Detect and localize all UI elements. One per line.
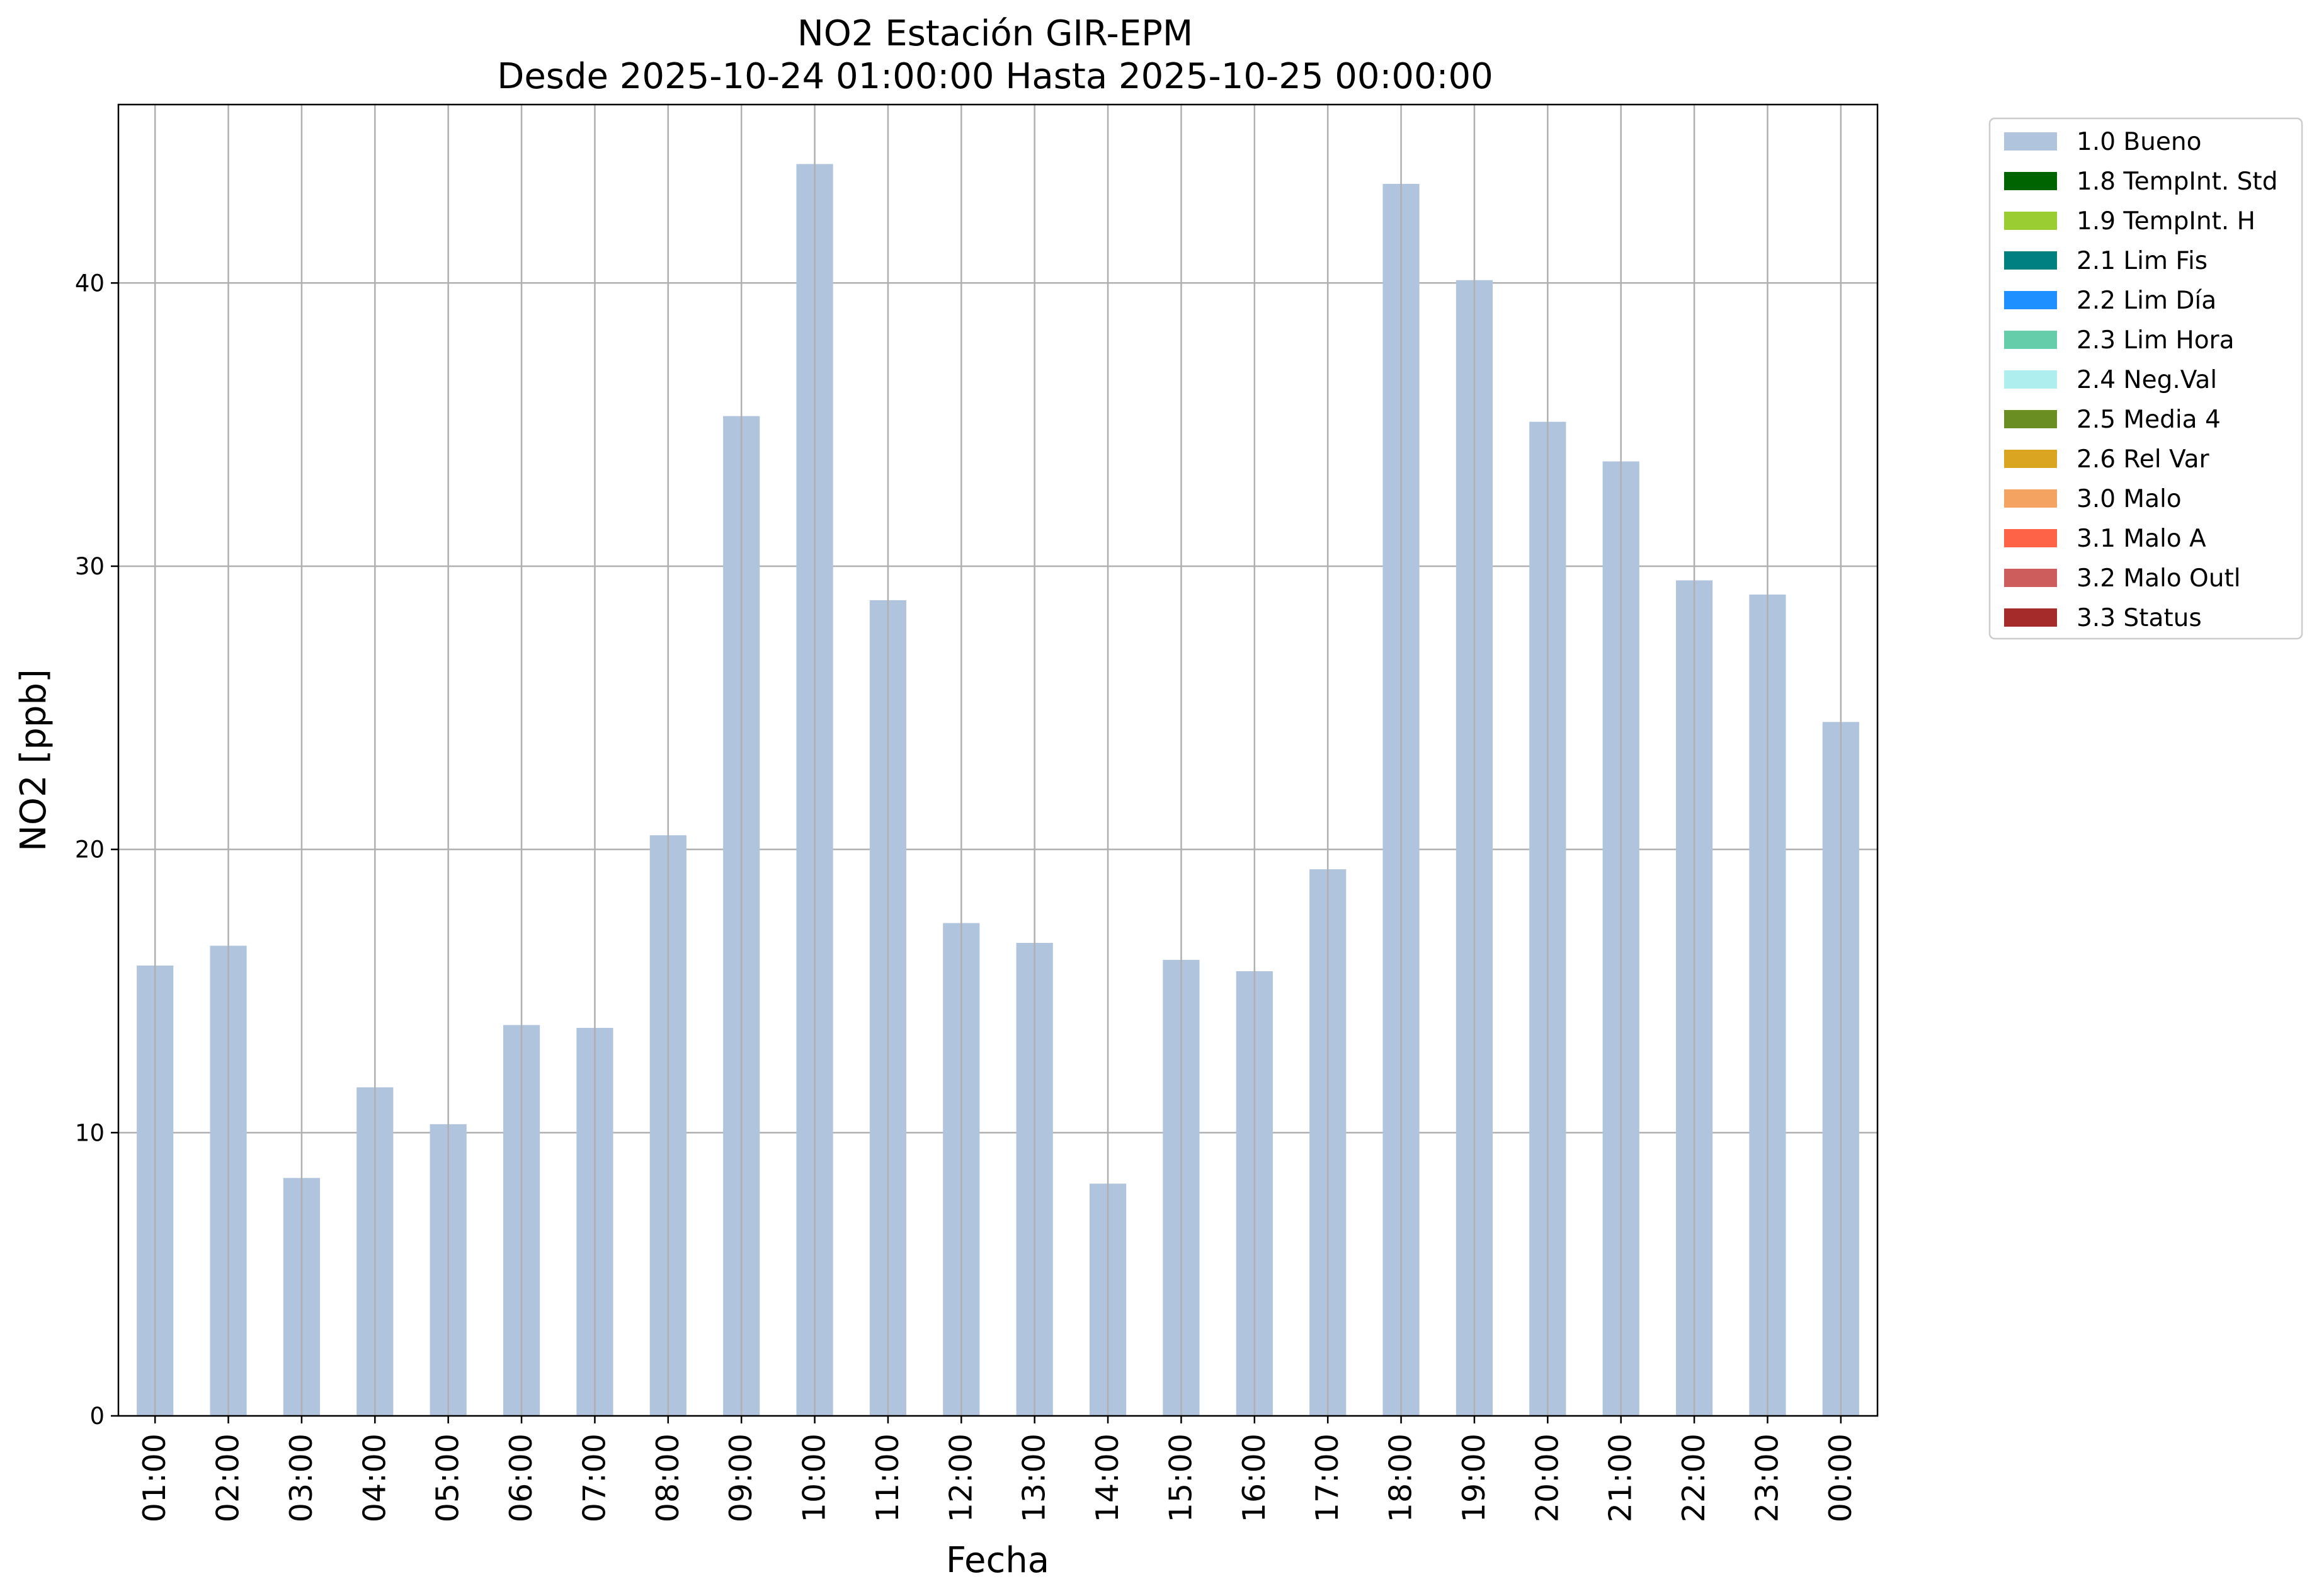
x-tick-label: 10:00 xyxy=(797,1434,833,1522)
x-tick-label: 18:00 xyxy=(1383,1434,1419,1522)
x-tick-label: 06:00 xyxy=(503,1434,539,1522)
legend-swatch xyxy=(2004,291,2057,309)
legend-swatch xyxy=(2004,132,2057,151)
x-tick-label: 15:00 xyxy=(1163,1434,1199,1522)
x-grid-lines xyxy=(154,105,1842,1416)
legend-label: 1.0 Bueno xyxy=(2077,128,2201,156)
y-axis-ticks: 0 10 20 30 40 xyxy=(75,270,118,1430)
x-tick-label: 14:00 xyxy=(1090,1434,1125,1522)
legend-swatch xyxy=(2004,212,2057,230)
x-tick-label: 04:00 xyxy=(356,1434,392,1522)
legend-label: 2.3 Lim Hora xyxy=(2077,326,2235,355)
y-tick-label: 40 xyxy=(75,270,105,297)
legend-label: 2.6 Rel Var xyxy=(2077,445,2210,474)
legend-label: 2.1 Lim Fis xyxy=(2077,247,2208,275)
y-tick-label: 30 xyxy=(75,553,105,580)
legend-label: 1.9 TempInt. H xyxy=(2077,207,2255,236)
x-tick-label: 05:00 xyxy=(430,1434,466,1522)
x-tick-label: 12:00 xyxy=(943,1434,979,1522)
legend-swatch xyxy=(2004,172,2057,190)
y-axis-label: NO2 [ppb] xyxy=(13,669,54,852)
legend-swatch xyxy=(2004,450,2057,468)
legend-entries: 1.0 Bueno 1.8 TempInt. Std 1.9 TempInt. H 2… xyxy=(2004,128,2277,632)
x-tick-label: 17:00 xyxy=(1309,1434,1345,1522)
chart-title: NO2 Estación GIR-EPM xyxy=(797,13,1193,54)
x-tick-label: 02:00 xyxy=(210,1434,246,1522)
x-tick-label: 07:00 xyxy=(576,1434,612,1522)
x-tick-label: 13:00 xyxy=(1017,1434,1052,1522)
legend: 1.0 Bueno 1.8 TempInt. Std 1.9 TempInt. H 2… xyxy=(1988,117,2303,640)
legend-label: 1.8 TempInt. Std xyxy=(2077,168,2277,196)
y-tick-label: 20 xyxy=(75,836,105,864)
y-tick-label: 0 xyxy=(89,1403,105,1430)
x-tick-label: 23:00 xyxy=(1749,1434,1785,1522)
x-tick-label: 20:00 xyxy=(1529,1434,1565,1522)
legend-label: 3.3 Status xyxy=(2077,604,2202,632)
legend-swatch xyxy=(2004,410,2057,428)
legend-label: 2.2 Lim Día xyxy=(2077,287,2216,315)
x-tick-label: 22:00 xyxy=(1676,1434,1712,1522)
legend-swatch xyxy=(2004,489,2057,508)
x-axis-ticks: 01:00 02:00 03:00 04:00 05:00 06:00 07:00 08:00… xyxy=(137,1416,1859,1522)
legend-label: 3.2 Malo Outl xyxy=(2077,564,2241,593)
legend-label: 2.4 Neg.Val xyxy=(2077,366,2217,394)
legend-label: 3.1 Malo A xyxy=(2077,525,2206,553)
legend-label: 2.5 Media 4 xyxy=(2077,406,2221,434)
x-tick-label: 16:00 xyxy=(1236,1434,1272,1522)
y-tick-label: 10 xyxy=(75,1119,105,1146)
legend-label: 3.0 Malo xyxy=(2077,485,2182,513)
x-tick-label: 21:00 xyxy=(1603,1434,1639,1522)
x-tick-label: 03:00 xyxy=(283,1434,319,1522)
x-tick-label: 00:00 xyxy=(1823,1434,1859,1522)
x-tick-label: 09:00 xyxy=(723,1434,759,1522)
x-tick-label: 11:00 xyxy=(870,1434,906,1522)
legend-swatch xyxy=(2004,370,2057,389)
legend-swatch xyxy=(2004,331,2057,349)
plot-frame xyxy=(117,103,1879,1417)
x-axis-label: Fecha xyxy=(946,1540,1049,1581)
legend-swatch xyxy=(2004,608,2057,627)
legend-swatch xyxy=(2004,251,2057,270)
legend-frame xyxy=(1988,117,2303,640)
legend-swatch xyxy=(2004,529,2057,547)
chart-subtitle: Desde 2025-10-24 01:00:00 Hasta 2025-10-… xyxy=(497,56,1493,97)
x-tick-label: 19:00 xyxy=(1456,1434,1492,1522)
x-tick-label: 08:00 xyxy=(650,1434,686,1522)
bars xyxy=(137,164,1859,1416)
x-tick-label: 01:00 xyxy=(137,1434,173,1522)
legend-swatch xyxy=(2004,569,2057,587)
